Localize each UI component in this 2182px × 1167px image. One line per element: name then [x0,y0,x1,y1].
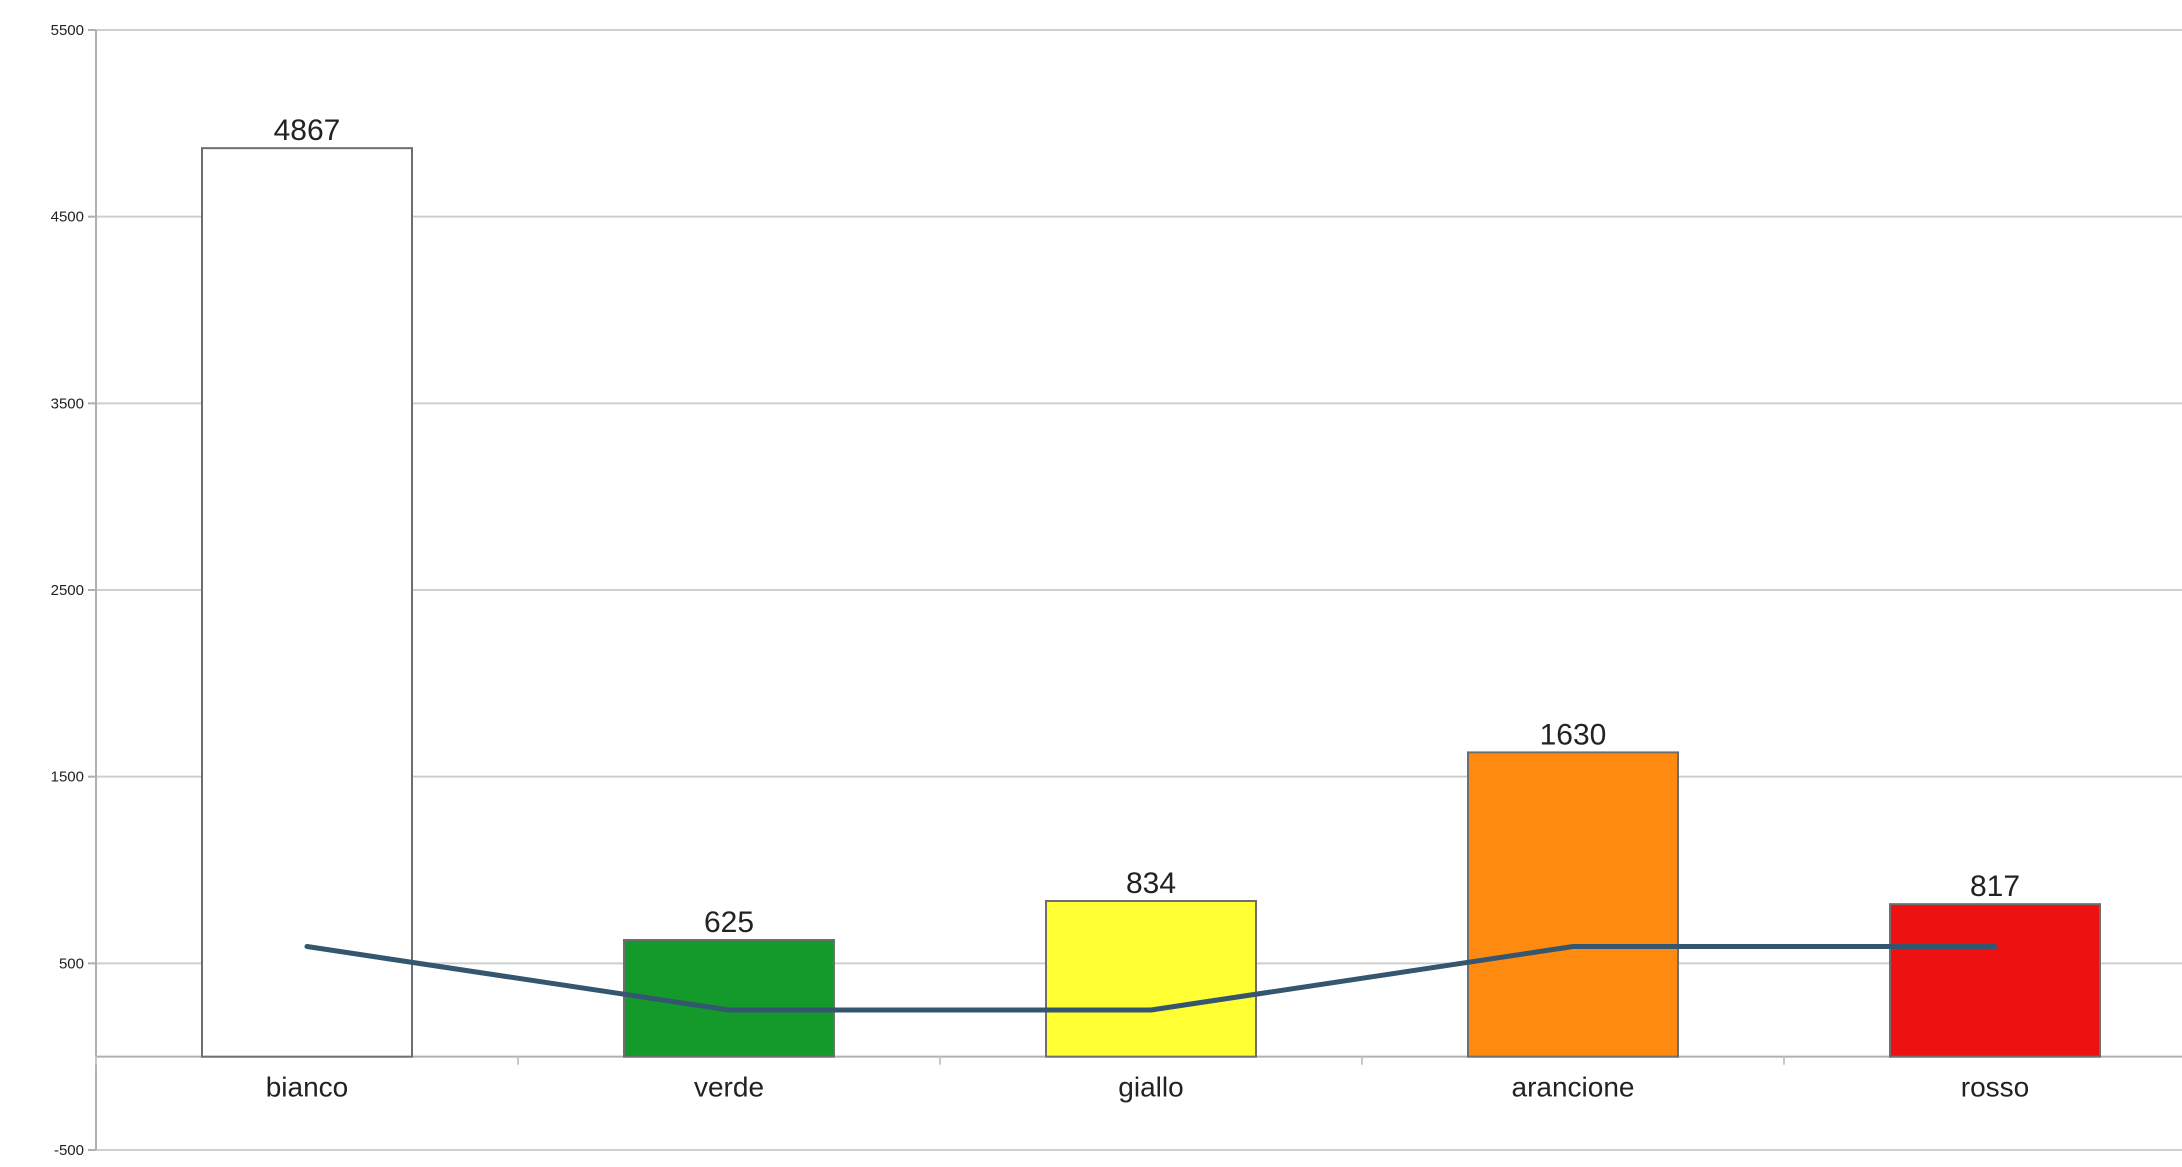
data-label: 4867 [274,114,341,147]
bar-arancione [1467,751,1679,1058]
bar-bianco [201,147,413,1058]
chart-labels: -500 500 1500 2500 3500 4500 5500 4867 bianco 625… [51,22,2030,1159]
x-tick-label: arancione [1512,1072,1635,1103]
y-tick-label: 4500 [51,209,84,226]
x-tick-label: bianco [266,1072,349,1103]
y-tick-label: 1500 [51,769,84,786]
line-series [304,944,1998,1013]
y-tick-label: 5500 [51,22,84,39]
data-label: 1630 [1540,718,1607,751]
x-tick-label: verde [694,1072,764,1103]
data-label: 817 [1970,870,2020,903]
data-label: 625 [704,906,754,939]
trend-line [304,944,1998,1013]
y-tick-label: 500 [59,955,84,972]
y-tick-label: 3500 [51,395,84,412]
y-tick-label: -500 [54,1142,84,1159]
data-label: 834 [1126,867,1176,900]
bar-rosso [1889,903,2101,1058]
bar-giallo [1045,899,1257,1058]
y-tick-label: 2500 [51,582,84,599]
x-tick-label: giallo [1118,1072,1183,1103]
x-tick-label: rosso [1961,1072,2029,1103]
